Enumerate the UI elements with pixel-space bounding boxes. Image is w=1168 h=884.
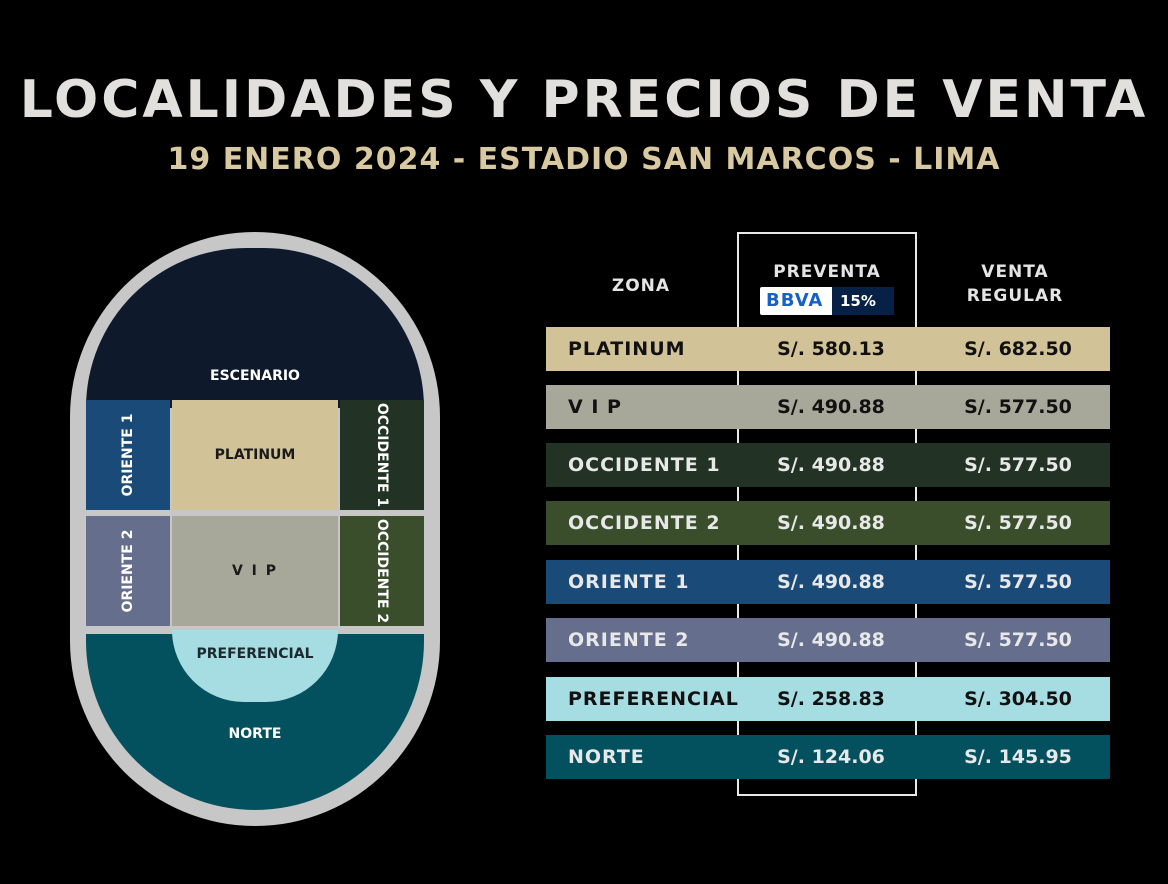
- preventa-price: S/. 490.88: [777, 454, 885, 476]
- zone-oriente-1: ORIENTE 1: [86, 400, 170, 510]
- preventa-price: S/. 490.88: [777, 571, 885, 593]
- preventa-price: S/. 258.83: [777, 688, 885, 710]
- table-row: OCCIDENTE 1 S/. 490.88 S/. 577.50: [546, 443, 1110, 487]
- zone-platinum: PLATINUM: [172, 400, 338, 510]
- event-subtitle: 19 ENERO 2024 - ESTADIO SAN MARCOS - LIM…: [167, 142, 1001, 177]
- zone-name: ORIENTE 1: [568, 571, 690, 593]
- zone-name: ORIENTE 2: [568, 629, 690, 651]
- col-header-preventa: PREVENTA: [773, 262, 881, 282]
- table-row: OCCIDENTE 2 S/. 490.88 S/. 577.50: [546, 501, 1110, 545]
- col-header-venta-regular: VENTA REGULAR: [966, 262, 1064, 306]
- preventa-price: S/. 124.06: [777, 746, 885, 768]
- regular-price: S/. 577.50: [964, 512, 1072, 534]
- table-row: ORIENTE 2 S/. 490.88 S/. 577.50: [546, 618, 1110, 662]
- regular-price: S/. 577.50: [964, 629, 1072, 651]
- zone-vip: V I P: [172, 516, 338, 626]
- stadium-map: ESCENARIO ORIENTE 1 PLATINUM OCCIDENTE 1…: [70, 232, 440, 826]
- regular-price: S/. 577.50: [964, 454, 1072, 476]
- table-row: PREFERENCIAL S/. 258.83 S/. 304.50: [546, 677, 1110, 721]
- preventa-price: S/. 490.88: [777, 512, 885, 534]
- zone-occidente-1: OCCIDENTE 1: [340, 400, 424, 510]
- regular-price: S/. 145.95: [964, 746, 1072, 768]
- zone-name: PREFERENCIAL: [568, 688, 739, 710]
- zone-name: OCCIDENTE 1: [568, 454, 721, 476]
- zone-occidente-2: OCCIDENTE 2: [340, 516, 424, 626]
- bbva-logo: BBVA: [766, 290, 824, 311]
- zone-preferencial-label: PREFERENCIAL: [196, 646, 314, 662]
- regular-price: S/. 577.50: [964, 396, 1072, 418]
- zone-name: V I P: [568, 396, 622, 418]
- zone-vip-label: V I P: [231, 563, 279, 579]
- zone-oriente-2-label: ORIENTE 2: [120, 529, 136, 613]
- zone-name: PLATINUM: [568, 338, 686, 360]
- zone-oriente-1-label: ORIENTE 1: [120, 413, 136, 497]
- zone-occidente-1-label: OCCIDENTE 1: [374, 402, 390, 508]
- zone-name: OCCIDENTE 2: [568, 512, 721, 534]
- page-title: LOCALIDADES Y PRECIOS DE VENTA: [19, 70, 1149, 130]
- bbva-discount-badge: BBVA 15%: [760, 287, 894, 315]
- regular-price: S/. 682.50: [964, 338, 1072, 360]
- zone-norte-label: NORTE: [228, 726, 282, 742]
- regular-price: S/. 304.50: [964, 688, 1072, 710]
- table-row: ORIENTE 1 S/. 490.88 S/. 577.50: [546, 560, 1110, 604]
- preventa-price: S/. 580.13: [777, 338, 885, 360]
- zone-name: NORTE: [568, 746, 645, 768]
- bbva-discount: 15%: [832, 287, 894, 315]
- zone-escenario: ESCENARIO: [86, 248, 424, 408]
- zone-platinum-label: PLATINUM: [214, 447, 296, 463]
- table-row: V I P S/. 490.88 S/. 577.50: [546, 385, 1110, 429]
- regular-price: S/. 577.50: [964, 571, 1072, 593]
- preventa-price: S/. 490.88: [777, 396, 885, 418]
- col-header-zona: ZONA: [611, 276, 671, 296]
- zone-oriente-2: ORIENTE 2: [86, 516, 170, 626]
- preventa-price: S/. 490.88: [777, 629, 885, 651]
- table-row: PLATINUM S/. 580.13 S/. 682.50: [546, 327, 1110, 371]
- zone-escenario-label: ESCENARIO: [210, 368, 300, 384]
- table-row: NORTE S/. 124.06 S/. 145.95: [546, 735, 1110, 779]
- zone-occidente-2-label: OCCIDENTE 2: [374, 518, 390, 624]
